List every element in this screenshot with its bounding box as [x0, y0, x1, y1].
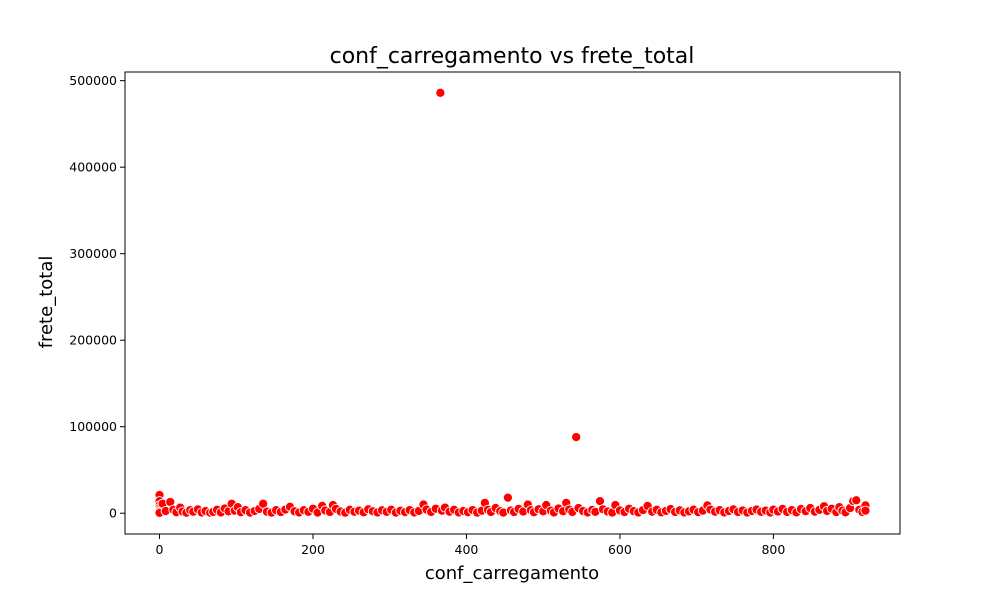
- y-tick-label: 200000: [69, 333, 117, 348]
- scatter-point: [851, 495, 862, 506]
- y-tick-label: 400000: [69, 160, 117, 175]
- y-tick-label: 500000: [69, 73, 117, 88]
- y-tick-label: 0: [109, 506, 117, 521]
- scatter-point: [502, 492, 513, 503]
- y-tick-label: 300000: [69, 246, 117, 261]
- scatter-points: [154, 87, 871, 518]
- scatter-point: [571, 432, 582, 443]
- x-tick-label: 400: [455, 542, 479, 557]
- scatter-point: [860, 505, 871, 516]
- x-tick-label: 200: [301, 542, 325, 557]
- chart-title: conf_carregamento vs frete_total: [330, 44, 695, 69]
- scatter-point: [258, 498, 269, 509]
- scatter-point: [435, 87, 446, 98]
- x-tick-label: 600: [608, 542, 632, 557]
- x-axis-ticks: 0 200 400 600 800: [156, 534, 785, 557]
- x-tick-label: 800: [761, 542, 785, 557]
- y-axis-ticks: 0 100000 200000 300000 400000 500000: [69, 73, 125, 521]
- x-axis-label: conf_carregamento: [425, 563, 599, 584]
- x-tick-label: 0: [156, 542, 164, 557]
- plot-frame: [124, 71, 901, 535]
- y-axis-label: frete_total: [36, 256, 57, 349]
- y-tick-label: 100000: [69, 419, 117, 434]
